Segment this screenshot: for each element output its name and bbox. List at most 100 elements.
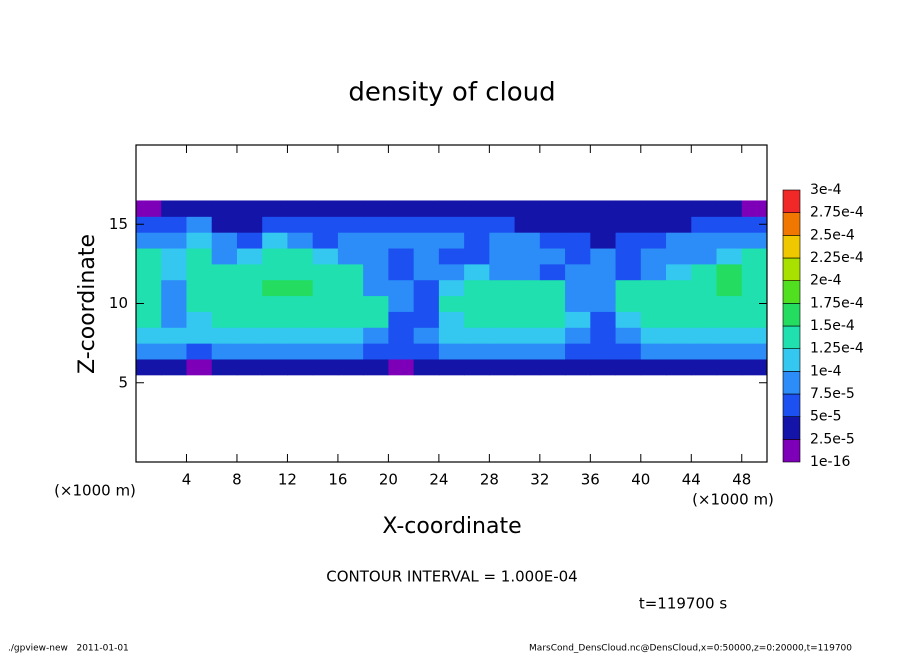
cell [590, 216, 617, 233]
cell [337, 295, 364, 312]
cell [464, 279, 490, 297]
cell [666, 279, 692, 297]
cell [363, 343, 389, 360]
cell [615, 343, 642, 360]
cell [136, 200, 162, 217]
cell [312, 311, 339, 328]
cell [236, 200, 263, 217]
cell [615, 200, 642, 217]
cell [464, 295, 490, 312]
cell [691, 232, 718, 249]
cell [287, 248, 314, 265]
cell [691, 216, 718, 233]
x-tick-label: 48 [732, 471, 751, 489]
cell [666, 311, 692, 328]
cell [489, 216, 516, 233]
cell [161, 327, 187, 344]
cell [413, 263, 440, 281]
time-note: t=119700 s [639, 595, 727, 613]
cell [565, 327, 591, 344]
colorbar-label: 2.75e-4 [810, 205, 864, 221]
cell [186, 200, 213, 217]
cell [615, 311, 642, 328]
cell [287, 311, 314, 328]
cell [539, 358, 566, 376]
cell [211, 327, 238, 344]
cell [136, 248, 162, 265]
colorbar-box [782, 189, 801, 213]
cell [236, 311, 263, 328]
cell [489, 263, 516, 281]
x-tick-label: 36 [581, 471, 600, 489]
cell [136, 295, 162, 312]
cell [186, 343, 213, 360]
cell [565, 311, 591, 328]
y-tick-label: 15 [109, 215, 128, 233]
cell [211, 263, 238, 281]
cell [464, 311, 490, 328]
cell [514, 327, 541, 344]
cell [413, 358, 440, 376]
colorbar-label: 2.5e-4 [810, 227, 855, 243]
colorbar-box [782, 439, 801, 463]
cell [363, 311, 389, 328]
cell [464, 327, 490, 344]
cell [161, 248, 187, 265]
cell [666, 358, 692, 376]
cell [539, 343, 566, 360]
cell [186, 295, 213, 312]
cell [514, 358, 541, 376]
cell [363, 216, 389, 233]
cell [666, 327, 692, 344]
cell [287, 216, 314, 233]
cell [716, 216, 743, 233]
cell [337, 343, 364, 360]
cell [312, 343, 339, 360]
cell [741, 263, 768, 281]
cell [287, 358, 314, 376]
cell [186, 263, 213, 281]
colorbar-box [782, 257, 801, 281]
cell [666, 263, 692, 281]
cell [716, 263, 743, 281]
cell [590, 295, 617, 312]
cell [565, 263, 591, 281]
cell [287, 279, 314, 297]
cell [262, 232, 288, 249]
colorbar-label: 2.25e-4 [810, 250, 864, 266]
cell [312, 248, 339, 265]
cell [337, 358, 364, 376]
cell [565, 295, 591, 312]
cell [514, 232, 541, 249]
cell [741, 311, 768, 328]
y-tick-label: 5 [118, 373, 128, 391]
cell [464, 343, 490, 360]
cell [716, 295, 743, 312]
cell [438, 279, 465, 297]
cell [186, 279, 213, 297]
cell [666, 343, 692, 360]
cell [539, 295, 566, 312]
x-tick-label: 12 [278, 471, 297, 489]
cell [388, 216, 415, 233]
colorbar-label: 2.5e-5 [810, 431, 855, 447]
cell [438, 358, 465, 376]
cell [590, 248, 617, 265]
cell [236, 279, 263, 297]
cell [262, 216, 288, 233]
cell [741, 343, 768, 360]
colorbar-box [782, 393, 801, 417]
cell [464, 358, 490, 376]
cell [312, 232, 339, 249]
colorbar-label: 1.25e-4 [810, 341, 864, 357]
cell [186, 358, 213, 376]
x-unit: (×1000 m) [692, 491, 774, 509]
cell [666, 216, 692, 233]
colorbar-box [782, 235, 801, 259]
cell [161, 279, 187, 297]
cell [666, 200, 692, 217]
cell [691, 295, 718, 312]
cell [312, 216, 339, 233]
cell [287, 263, 314, 281]
cell [438, 343, 465, 360]
